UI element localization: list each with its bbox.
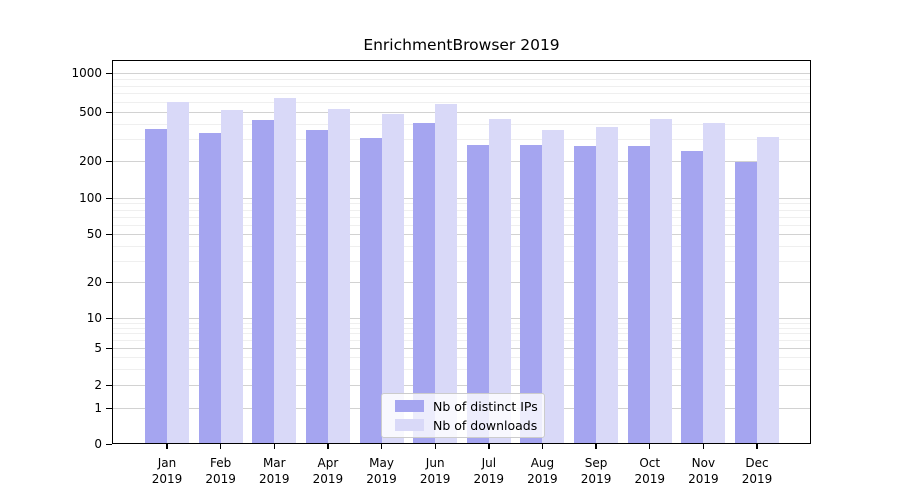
bar-downloads-oct: [649, 118, 672, 444]
gridline-major-100: [112, 198, 811, 199]
bar-distinct-ips-sep: [574, 145, 597, 444]
y-tick-label-1000: 1000: [71, 66, 102, 80]
chart-title: EnrichmentBrowser 2019: [363, 36, 560, 54]
y-tick-label-1: 1: [94, 401, 102, 415]
gridline-minor-40: [112, 245, 811, 247]
gridline-minor-700: [112, 93, 811, 95]
x-tick-mar: [273, 444, 275, 449]
legend-label-distinct-ips: Nb of distinct IPs: [433, 398, 538, 414]
bar-downloads-jun: [435, 103, 458, 444]
x-tick-oct: [649, 444, 651, 449]
y-tick-label-20: 20: [86, 275, 102, 289]
bar-distinct-ips-jun: [413, 123, 436, 444]
bar-layer: [112, 60, 811, 444]
bar-downloads-nov: [703, 123, 726, 444]
gridline-minor-6: [112, 340, 811, 342]
bar-distinct-ips-oct: [627, 145, 650, 444]
bar-downloads-jul: [488, 119, 511, 444]
x-tick-label-jun: Jun 2019: [419, 456, 451, 486]
gridline-major-2: [112, 385, 811, 386]
x-tick-label-sep: Sep 2019: [580, 456, 612, 486]
y-tick-label-50: 50: [86, 227, 102, 241]
gridline-major-5: [112, 348, 811, 349]
x-tick-jan: [166, 444, 168, 449]
x-tick-label-may: May 2019: [366, 456, 397, 486]
x-tick-label-jan: Jan 2019: [151, 456, 183, 486]
legend-item-downloads: Nb of downloads: [395, 417, 544, 433]
x-tick-apr: [327, 444, 329, 449]
plot-area: [112, 60, 811, 444]
bar-distinct-ips-feb: [198, 132, 221, 444]
x-tick-feb: [220, 444, 222, 449]
bar-downloads-aug: [542, 129, 565, 444]
gridline-minor-7: [112, 333, 811, 335]
gridline-minor-3: [112, 368, 811, 370]
gridline-major-10: [112, 318, 811, 319]
bar-distinct-ips-may: [359, 137, 382, 444]
x-tick-label-jul: Jul 2019: [473, 456, 505, 486]
x-tick-label-mar: Mar 2019: [258, 456, 290, 486]
gridline-major-20: [112, 282, 811, 283]
bar-distinct-ips-apr: [305, 129, 328, 444]
bar-downloads-jan: [167, 101, 189, 444]
x-tick-label-apr: Apr 2019: [312, 456, 344, 486]
gridline-minor-900: [112, 78, 811, 80]
gridline-minor-300: [112, 139, 811, 141]
gridline-minor-60: [112, 224, 811, 226]
bar-distinct-ips-jan: [145, 128, 167, 444]
gridline-minor-400: [112, 123, 811, 125]
gridline-minor-4: [112, 357, 811, 358]
y-tick-label-5: 5: [94, 341, 102, 355]
gridline-minor-70: [112, 216, 811, 218]
bar-downloads-mar: [274, 98, 297, 444]
x-tick-nov: [702, 444, 705, 449]
y-tick-label-0: 0: [94, 437, 102, 451]
bar-distinct-ips-jul: [466, 144, 489, 444]
bar-distinct-ips-aug: [520, 145, 543, 444]
bar-distinct-ips-dec: [734, 162, 757, 444]
gridline-minor-800: [112, 85, 811, 87]
bar-downloads-dec: [756, 136, 779, 444]
x-tick-sep: [595, 444, 597, 449]
legend-label-downloads: Nb of downloads: [433, 417, 538, 433]
y-tick-label-10: 10: [86, 311, 102, 325]
gridline-major-200: [112, 161, 811, 162]
x-tick-label-feb: Feb 2019: [205, 456, 236, 486]
legend-item-distinct-ips: Nb of distinct IPs: [395, 398, 544, 414]
gridline-major-50: [112, 234, 811, 235]
bar-downloads-feb: [220, 110, 243, 444]
legend-swatch-distinct-ips: [395, 400, 424, 412]
bar-downloads-apr: [327, 108, 350, 444]
gridline-minor-80: [112, 209, 811, 211]
y-tick-label-500: 500: [79, 105, 102, 119]
gridline-minor-600: [112, 101, 811, 103]
gridline-minor-9: [112, 322, 811, 324]
gridline-minor-30: [112, 260, 811, 262]
x-tick-label-nov: Nov 2019: [688, 456, 719, 486]
gridline-minor-90: [112, 203, 811, 205]
x-tick-jun: [434, 444, 436, 449]
bar-distinct-ips-mar: [252, 120, 275, 444]
y-tick-label-100: 100: [79, 191, 102, 205]
gridline-minor-8: [112, 327, 811, 329]
x-tick-label-aug: Aug 2019: [527, 456, 558, 486]
y-tick-label-2: 2: [94, 378, 102, 392]
y-tick-label-200: 200: [79, 154, 102, 168]
x-tick-label-oct: Oct 2019: [634, 456, 665, 486]
bar-downloads-sep: [596, 126, 619, 444]
legend: Nb of distinct IPs Nb of downloads: [381, 393, 545, 438]
x-tick-label-dec: Dec 2019: [741, 456, 773, 486]
legend-swatch-downloads: [395, 419, 424, 431]
x-tick-jul: [488, 444, 490, 449]
x-tick-may: [380, 444, 383, 449]
bar-distinct-ips-nov: [681, 151, 704, 444]
bar-downloads-may: [381, 114, 404, 444]
x-tick-dec: [756, 444, 758, 449]
gridline-major-500: [112, 112, 811, 113]
gridline-major-1000: [112, 73, 811, 74]
x-tick-aug: [541, 444, 544, 449]
